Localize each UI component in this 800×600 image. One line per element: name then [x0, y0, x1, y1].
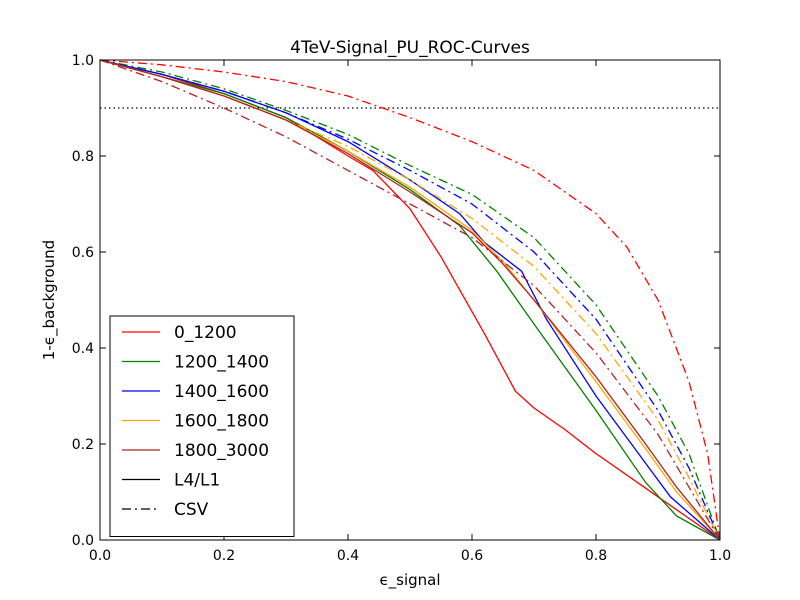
- legend-label-1400_1600: 1400_1600: [174, 382, 269, 402]
- plot-area: 0.0 0.2 0.4 0.6 0.8 1.0 0.0 0.2 0.4 0.6 0.8 1.0: [72, 53, 731, 564]
- y-tick-label-2: 0.4: [72, 341, 94, 357]
- x-tick-label-4: 0.8: [585, 548, 607, 564]
- series-0_1200-csv-line: [99, 59, 721, 541]
- series-1400_1600-l4l1-line: [99, 59, 721, 541]
- x-tick-label-2: 0.4: [337, 548, 359, 564]
- legend-label-1800_3000: 1800_3000: [174, 441, 269, 461]
- series-1200_1400-l4l1-line: [99, 59, 721, 541]
- chart-title: 4TeV-Signal_PU_ROC-Curves: [290, 38, 530, 58]
- legend-label-0_1200: 0_1200: [174, 323, 237, 343]
- y-tick-label-5: 1.0: [72, 53, 94, 69]
- legend-box: [109, 315, 295, 537]
- legend: 0_1200 1200_1400 1400_1600 1600_1800 1800_30…: [109, 315, 295, 537]
- legend-label-1600_1800: 1600_1800: [174, 412, 269, 432]
- y-tick-label-0: 0.0: [72, 533, 94, 549]
- legend-label-1200_1400: 1200_1400: [174, 353, 269, 373]
- legend-label-CSV: CSV: [174, 500, 209, 520]
- x-tick-label-5: 1.0: [709, 548, 731, 564]
- series-1800_3000-csv-line: [99, 59, 721, 541]
- axes-frame: [99, 59, 721, 541]
- x-tick-label-3: 0.6: [461, 548, 483, 564]
- y-tick-label-3: 0.6: [72, 245, 94, 261]
- series-1200_1400-csv-line: [99, 59, 721, 541]
- x-tick-label-0: 0.0: [89, 548, 111, 564]
- y-tick-label-1: 0.2: [72, 437, 94, 453]
- y-tick-label-4: 0.8: [72, 149, 94, 165]
- y-axis-label: 1-ϵ_background: [40, 240, 59, 360]
- x-tick-label-1: 0.2: [213, 548, 235, 564]
- legend-label-L4/L1: L4/L1: [174, 471, 220, 491]
- series-1800_3000-l4l1-line: [99, 59, 721, 541]
- x-axis-label: ϵ_signal: [379, 571, 440, 590]
